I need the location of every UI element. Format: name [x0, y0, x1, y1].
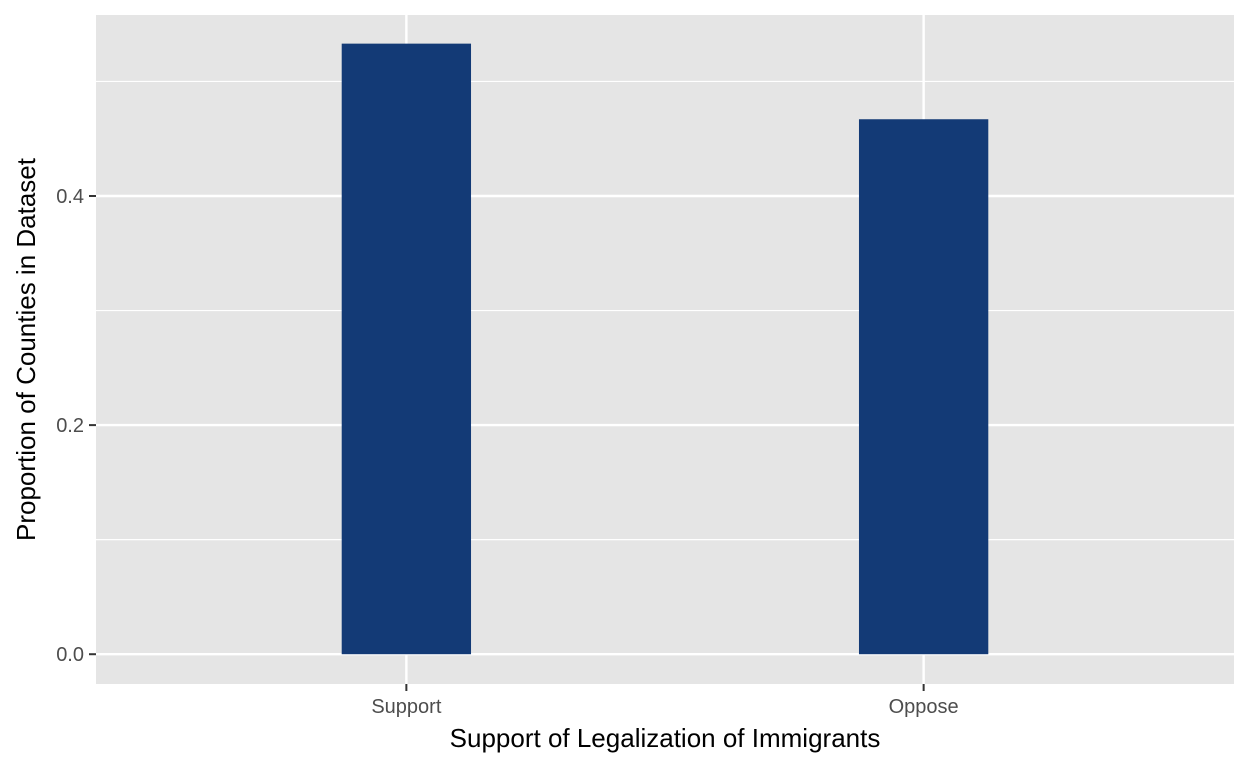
y-axis: 0.0 0.2 0.4 — [56, 186, 96, 666]
bar-support — [341, 43, 472, 655]
bars — [341, 43, 989, 655]
y-tick-label: 0.2 — [56, 415, 84, 437]
x-tick-label: Support — [371, 696, 441, 718]
x-axis-title: Support of Legalization of Immigrants — [450, 723, 881, 753]
y-axis-title: Proportion of Counties in Dataset — [11, 157, 41, 541]
bar-oppose — [858, 119, 989, 655]
plot-panel — [96, 15, 1234, 684]
x-axis: Support Oppose — [371, 684, 959, 718]
minor-gridlines — [96, 80, 1234, 541]
y-tick-label: 0.4 — [56, 186, 84, 208]
x-tick-label: Oppose — [889, 696, 959, 718]
y-tick-label: 0.0 — [56, 644, 84, 666]
